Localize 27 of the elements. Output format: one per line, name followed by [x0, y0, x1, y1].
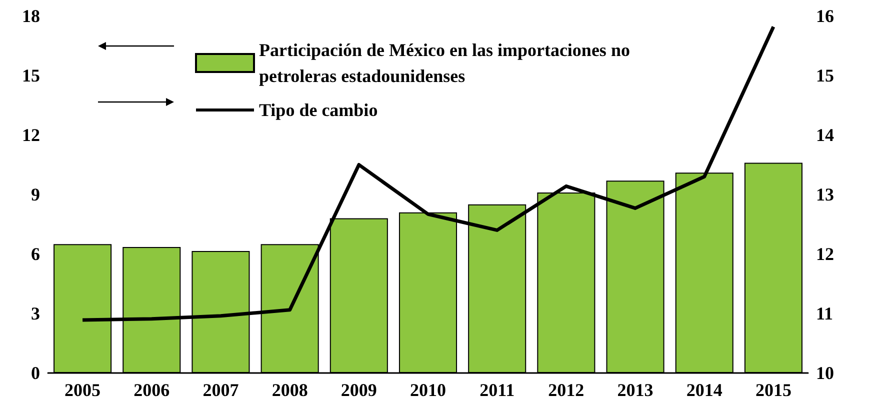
legend-label: Participación de México en las importaciones no petroleras estadounidenses [259, 40, 634, 86]
x-tick-label: 2007 [202, 380, 239, 400]
y-tick-label: 18 [22, 6, 40, 26]
y-tick-label: 9 [31, 184, 40, 204]
y2-tick-label: 12 [816, 244, 834, 264]
x-tick-label: 2014 [686, 380, 722, 400]
y-tick-label: 0 [31, 363, 40, 383]
y-tick-label: 15 [22, 66, 40, 86]
y2-tick-label: 13 [816, 184, 834, 204]
x-tick-label: 2012 [548, 380, 584, 400]
legend-label: Tipo de cambio [259, 100, 378, 120]
x-tick-label: 2006 [134, 380, 170, 400]
y2-tick-label: 10 [816, 363, 834, 383]
x-tick-label: 2005 [64, 380, 101, 400]
y2-tick-label: 11 [816, 304, 834, 324]
x-tick-label: 2013 [617, 380, 654, 400]
x-tick-label: 2009 [340, 380, 377, 400]
y2-tick-label: 14 [816, 125, 834, 145]
x-tick-label: 2011 [480, 380, 515, 400]
y-tick-label: 12 [22, 125, 40, 145]
x-tick-label: 2015 [755, 380, 792, 400]
x-tick-label: 2010 [410, 380, 446, 400]
y2-tick-label: 15 [816, 66, 834, 86]
y-tick-label: 3 [31, 304, 40, 324]
x-tick-label: 2008 [272, 380, 308, 400]
y-tick-label: 6 [31, 244, 40, 264]
y2-tick-label: 16 [816, 6, 834, 26]
